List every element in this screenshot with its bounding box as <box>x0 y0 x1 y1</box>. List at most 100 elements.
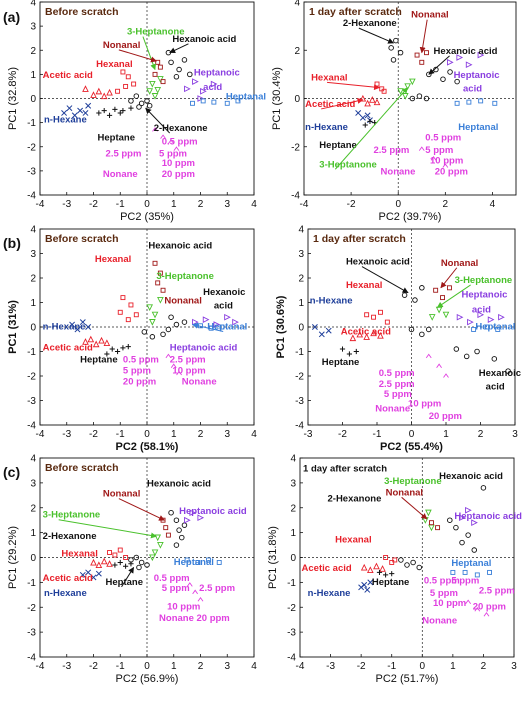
y-tick-label: -1 <box>27 347 36 358</box>
point-nonanal <box>157 64 163 70</box>
point-heptane <box>383 572 389 578</box>
arrow-heptane <box>121 566 135 588</box>
x-tick-label: -4 <box>296 661 305 672</box>
label-acetic-acid: Acetic acid <box>341 326 391 337</box>
point-heptanal <box>211 99 217 105</box>
x-tick-label: 1 <box>443 429 449 440</box>
point-nonanal <box>435 525 441 531</box>
point-heptanoic-acid <box>458 514 466 522</box>
arrow-hexanoic-acid <box>169 43 189 54</box>
x-tick-label: 4 <box>490 199 496 210</box>
point-n-hexane <box>359 114 366 121</box>
x-tick-label: -1 <box>387 661 396 672</box>
y-tick-label: 4 <box>294 0 300 9</box>
point-acetic-acid <box>95 561 103 569</box>
point-n-hexane <box>355 110 362 116</box>
label-nonane: Nonane <box>381 166 416 177</box>
point-heptanoic-acid <box>446 58 454 66</box>
point-heptanoic-acid <box>232 318 239 326</box>
point-heptanal <box>216 560 222 565</box>
point-hexanal <box>364 312 370 318</box>
point-heptane <box>339 346 346 352</box>
point-3-heptanone <box>422 517 429 524</box>
label-acid: acid <box>214 301 233 312</box>
label-heptane: Heptane <box>98 133 135 144</box>
x-tick-label: 3 <box>511 661 517 672</box>
x-tick-label: 2 <box>478 429 484 440</box>
label-nonanal: Nonanal <box>411 10 448 21</box>
point-nonane <box>173 146 180 151</box>
x-tick-label: -2 <box>89 199 98 210</box>
point-2-hexanone <box>397 49 404 56</box>
point-hexanal <box>107 550 113 555</box>
point-heptanal <box>474 572 480 578</box>
point-heptanal <box>224 100 230 106</box>
point-heptanoic-acid <box>465 506 472 514</box>
point-acetic-acid <box>356 330 364 338</box>
point-heptane <box>112 562 118 568</box>
point-heptanal <box>495 327 501 332</box>
point-heptane <box>128 105 134 111</box>
label-1-day-after-scratch: 1 day after scratch <box>303 464 387 475</box>
x-tick-label: 2 <box>198 661 204 672</box>
point-hexanoic-acid <box>491 356 498 362</box>
point-hexanal <box>123 555 129 560</box>
y-tick-label: -4 <box>291 191 300 202</box>
x-tick-label: 1 <box>171 429 177 440</box>
point-hexanal <box>120 295 126 301</box>
point-heptane <box>117 110 123 116</box>
arrow-hexanoic-acid <box>428 55 450 75</box>
label-heptanal: Heptanal <box>451 558 491 569</box>
y-tick-label: 3 <box>30 249 36 260</box>
point-2-hexanone <box>138 100 145 107</box>
label-hexanoic-acid: Hexanoic acid <box>148 241 212 252</box>
point-heptanoic-acid <box>197 514 205 522</box>
chart-3: -4 -3 -2 -1 0 1 2 3 4 -4 -3 -2 -1 0 1 2 3 4 PC2 (58.1%) PC1… <box>7 225 257 454</box>
label-heptane: Heptane <box>372 577 409 588</box>
y-tick-label: -4 <box>27 421 36 432</box>
label-2-5-ppm: 2.5 ppm <box>199 583 235 594</box>
label-2-hexanone: 2-Hexanone <box>343 18 397 29</box>
point-3-heptanone <box>154 87 162 94</box>
label-10-ppm: 10 ppm <box>408 399 441 410</box>
point-heptanoic-acid <box>498 313 505 321</box>
label-3-heptanone: 3-Heptanone <box>384 476 442 487</box>
panel-letter-a: (a) <box>3 9 20 25</box>
label-heptanoic-acid: Heptanoic acid <box>454 511 522 522</box>
y-tick-label: -4 <box>287 653 296 664</box>
point-hexanal <box>125 317 131 323</box>
y-tick-label: 3 <box>30 22 36 33</box>
point-hexanoic-acid <box>173 542 180 548</box>
point-n-hexane <box>364 112 371 119</box>
point-acetic-acid <box>360 563 368 571</box>
point-hexanoic-acid <box>416 93 423 99</box>
x-tick-label: 0 <box>420 661 426 672</box>
point-nonanal <box>152 71 158 77</box>
label-nonane: Nonane <box>375 404 410 415</box>
y-tick-label: 4 <box>298 225 304 236</box>
y-tick-label: -1 <box>27 578 36 589</box>
label-20-ppm: 20 ppm <box>429 411 462 422</box>
x-tick-label: 0 <box>395 199 401 210</box>
point-n-hexane <box>318 331 325 338</box>
y-axis-label: PC1 (30.4%) <box>271 67 283 130</box>
label-2-hexanone: 2-Hexanone <box>43 531 97 542</box>
point-n-hexane <box>79 571 86 578</box>
point-n-hexane <box>325 327 332 334</box>
point-heptanal <box>454 100 460 106</box>
point-3-heptanone <box>404 83 411 91</box>
point-3-heptanone <box>425 509 432 517</box>
y-tick-label: 4 <box>30 0 36 9</box>
point-hexanoic-acid <box>181 57 188 63</box>
label-3-heptanone: 3-Heptanone <box>43 510 101 521</box>
point-hexanal <box>117 309 123 315</box>
point-nonane <box>474 606 481 612</box>
y-tick-label: -4 <box>27 653 36 664</box>
x-tick-label: -4 <box>36 429 45 440</box>
chart-1: -4 -3 -2 -1 0 1 2 3 4 -4 -3 -2 -1 0 1 2 3 4 PC2 (35%) PC1 (… <box>7 0 266 223</box>
point-n-hexane <box>95 570 102 577</box>
label-hexanal: Hexanal <box>61 548 97 559</box>
point-2-hexanone <box>404 562 410 568</box>
y-tick-label: -2 <box>27 603 36 614</box>
